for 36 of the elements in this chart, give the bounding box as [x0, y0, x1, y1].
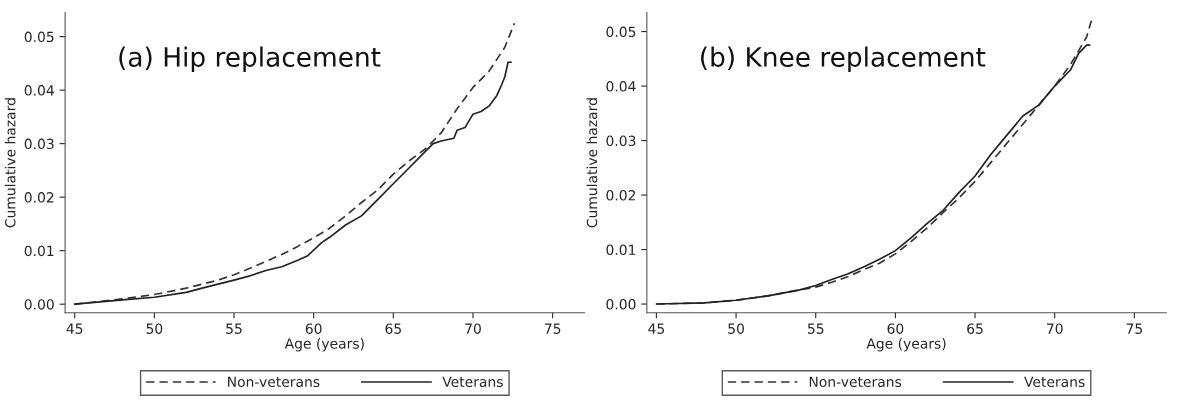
x-tick-label: 60 [887, 323, 904, 334]
text: Non-veterans [228, 376, 320, 388]
y-tick-label: 0.03 [24, 138, 54, 150]
x-tick-label: 65 [967, 323, 983, 334]
y-tick-label: 0.05 [606, 26, 636, 38]
y-tick-label: 0.02 [24, 192, 54, 203]
x-tick-label: 65 [385, 323, 401, 334]
x-tick-label: 50 [146, 323, 163, 334]
x-tick-label: 70 [1047, 323, 1063, 334]
y-tick-label: 0.01 [24, 245, 54, 257]
x-tick-label: 55 [226, 323, 242, 334]
y-axis-title: Cumulative hazard [4, 98, 16, 228]
x-axis-title: Age (years) [284, 338, 364, 352]
y-tick-label: 0.05 [24, 31, 54, 43]
y-tick-label: 0.04 [24, 85, 54, 96]
text: (b) Knee replacement [701, 46, 986, 73]
y-tick-label: 0.02 [606, 190, 636, 201]
legend-label: Veterans [1024, 376, 1085, 388]
text: (a) Hip replacement [119, 46, 381, 73]
x-axis-title: Age (years) [866, 338, 946, 352]
y-tick-label: 0.00 [606, 299, 636, 310]
legend-label: Non-veterans [809, 376, 902, 388]
y-tick-label: 0.00 [24, 299, 54, 310]
x-tick-label: 55 [807, 323, 824, 334]
x-tick-label: 45 [648, 323, 665, 334]
x-tick-label: 45 [66, 323, 83, 334]
x-tick-label: 70 [465, 323, 481, 334]
x-tick-label: 75 [544, 323, 561, 334]
y-axis-title: Cumulative hazard [586, 98, 598, 228]
y-tick-label: 0.04 [606, 81, 636, 92]
legend-label: Veterans [442, 376, 503, 388]
y-tick-label: 0.03 [606, 135, 636, 147]
y-tick-label: 0.01 [606, 244, 636, 256]
x-tick-label: 60 [305, 323, 322, 334]
x-tick-label: 75 [1126, 323, 1142, 334]
x-tick-label: 50 [728, 323, 744, 334]
